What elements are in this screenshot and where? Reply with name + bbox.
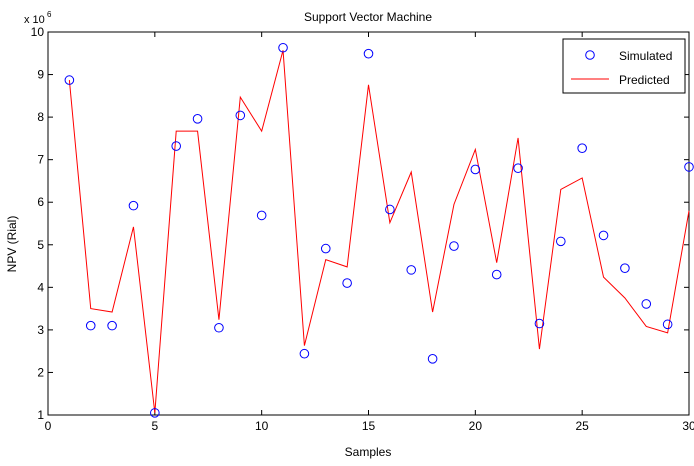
simulated-point — [363, 48, 374, 59]
simulated-point — [470, 164, 481, 175]
y-axis-exponent-power: 6 — [47, 10, 52, 19]
y-tick-label: 5 — [37, 238, 44, 252]
y-tick-label: 7 — [37, 153, 44, 167]
simulated-point — [192, 114, 203, 124]
simulated-point — [278, 42, 288, 53]
chart-legend: Simulated Predicted — [562, 38, 686, 94]
y-tick-label: 8 — [37, 110, 44, 124]
simulated-point — [556, 236, 566, 247]
simulated-point — [449, 241, 459, 251]
y-axis-label: NPV (Rial) — [5, 216, 19, 273]
y-tick-label: 3 — [37, 323, 44, 337]
simulated-point — [150, 408, 160, 418]
simulated-point — [107, 320, 117, 331]
axes-box — [47, 31, 690, 416]
legend-label: Simulated — [619, 49, 672, 63]
y-tick-label: 4 — [37, 280, 44, 294]
y-axis-exponent-base: x 10 — [24, 14, 45, 26]
simulated-point — [491, 269, 502, 280]
simulated-point — [64, 75, 75, 85]
x-axis-label: Samples — [345, 445, 392, 459]
simulated-point — [534, 318, 545, 329]
plot-area: 0 5 10 15 20 25 30 1 2 3 4 5 6 7 8 9 10 — [31, 25, 694, 433]
simulated-point — [128, 200, 139, 211]
x-tick-label: 20 — [469, 419, 483, 433]
simulated-point — [385, 204, 395, 215]
simulated-point — [662, 319, 673, 330]
predicted-series-line — [68, 50, 690, 413]
simulated-point — [342, 278, 352, 288]
simulated-point — [85, 320, 96, 331]
y-tick-label: 6 — [37, 195, 44, 209]
simulated-point — [641, 299, 652, 309]
simulated-point — [427, 354, 438, 364]
x-tick-label: 5 — [151, 419, 158, 433]
x-tick-label: 10 — [255, 419, 269, 433]
simulated-point — [684, 162, 694, 172]
simulated-point — [256, 210, 267, 221]
x-tick-label: 15 — [362, 419, 376, 433]
simulated-point — [598, 230, 609, 241]
simulated-point — [406, 265, 417, 275]
y-tick-label: 1 — [37, 408, 44, 422]
y-tick-label: 9 — [37, 68, 44, 82]
legend-marker-simulated — [585, 50, 595, 60]
x-tick-label: 25 — [575, 419, 589, 433]
y-tick-label: 10 — [31, 25, 45, 39]
simulated-point — [620, 263, 630, 273]
y-tick-label: 2 — [37, 365, 44, 379]
simulated-point — [171, 141, 181, 151]
simulated-point — [214, 322, 224, 333]
simulated-point — [235, 110, 246, 121]
legend-label: Predicted — [619, 73, 670, 87]
simulated-point — [577, 143, 587, 153]
chart-title: Support Vector Machine — [304, 10, 432, 24]
x-tick-label: 30 — [682, 419, 694, 433]
simulated-point — [299, 348, 310, 359]
x-tick-label: 0 — [45, 419, 52, 433]
legend-box — [562, 38, 686, 94]
simulated-point — [513, 163, 523, 173]
simulated-point — [320, 243, 331, 254]
